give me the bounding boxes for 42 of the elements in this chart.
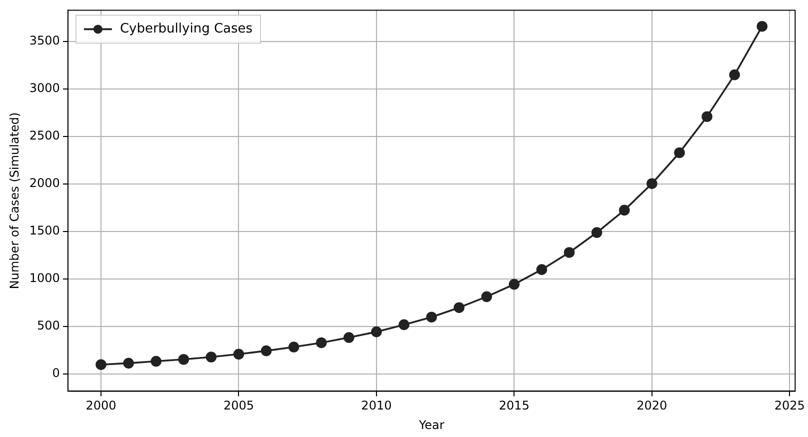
point (123, 358, 134, 369)
point (756, 20, 768, 32)
y-axis-title: Number of Cases (Simulated) (7, 112, 22, 290)
point (729, 69, 740, 80)
point (398, 319, 410, 330)
point (288, 342, 300, 352)
point (454, 302, 464, 313)
point (344, 332, 354, 343)
x-tick-label: 2000 (86, 398, 116, 413)
point (536, 264, 548, 275)
y-tick-label: 2500 (29, 128, 60, 143)
point (674, 147, 685, 158)
point (206, 352, 217, 362)
x-tick-label: 2005 (223, 398, 254, 413)
point (233, 348, 244, 360)
x-tick-label: 2015 (498, 398, 530, 413)
point (646, 178, 658, 189)
y-tick-label: 1500 (29, 224, 60, 238)
point (316, 337, 327, 348)
point (481, 291, 492, 302)
point (702, 111, 712, 122)
legend-label: Cyberbullying Cases (120, 22, 253, 37)
x-tick-label: 2020 (636, 398, 668, 413)
x-tick-label: 2010 (361, 398, 392, 413)
y-tick-label: 1000 (29, 271, 60, 286)
point (178, 354, 190, 365)
y-tick-label: 2000 (29, 176, 60, 190)
point (508, 278, 520, 290)
point (564, 247, 575, 258)
y-tick-label: 3000 (29, 81, 60, 96)
y-tick-label: 0 (52, 366, 60, 380)
point (426, 312, 437, 322)
y-tick-label: 500 (37, 318, 60, 333)
point (150, 356, 162, 367)
y-tick-label: 3500 (29, 34, 60, 48)
x-axis-title: Year (418, 418, 444, 432)
point (591, 227, 602, 238)
point (371, 326, 382, 338)
point (96, 359, 106, 370)
x-tick-label: 2025 (774, 398, 805, 413)
point (618, 204, 630, 216)
point (260, 345, 272, 356)
